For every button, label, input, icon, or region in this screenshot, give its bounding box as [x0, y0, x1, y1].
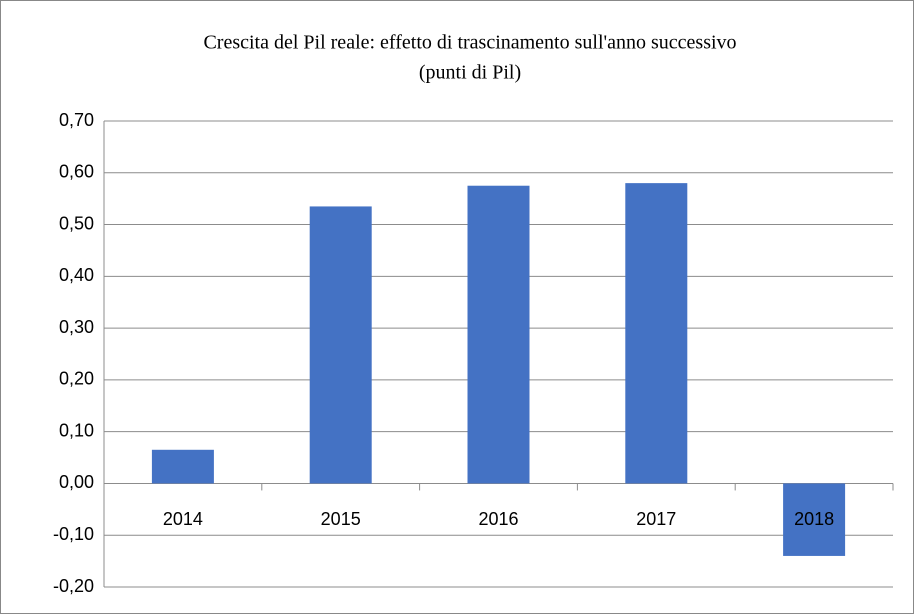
x-tick-label: 2014: [163, 509, 203, 529]
y-tick-label: 0,40: [59, 265, 94, 285]
chart-subtitle: (punti di Pil): [419, 62, 521, 84]
x-tick-label: 2016: [478, 509, 518, 529]
bar: [309, 206, 372, 484]
y-tick-label: 0,60: [59, 162, 94, 182]
bar: [467, 185, 530, 484]
bar: [783, 483, 846, 556]
bar: [151, 449, 214, 484]
y-tick-label: 0,10: [59, 420, 94, 440]
y-tick-label: -0,10: [53, 524, 94, 544]
y-tick-label: 0,70: [59, 110, 94, 130]
y-tick-label: -0,20: [53, 576, 94, 596]
bar: [625, 183, 688, 484]
chart-title: Crescita del Pil reale: effetto di trasc…: [203, 32, 736, 54]
x-tick-label: 2015: [321, 509, 361, 529]
y-tick-label: 0,20: [59, 369, 94, 389]
x-tick-label: 2018: [794, 509, 834, 529]
x-tick-label: 2017: [636, 509, 676, 529]
y-tick-label: 0,00: [59, 472, 94, 492]
y-tick-label: 0,50: [59, 213, 94, 233]
y-tick-label: 0,30: [59, 317, 94, 337]
